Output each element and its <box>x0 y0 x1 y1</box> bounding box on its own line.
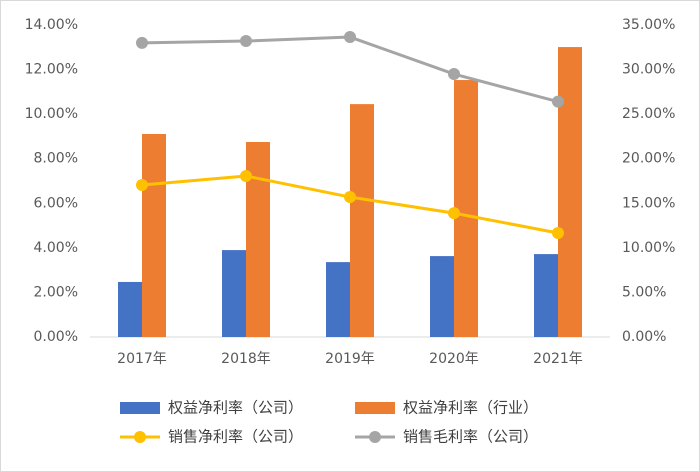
legend-swatch <box>120 402 160 414</box>
point <box>448 68 460 81</box>
y-tick-label: 2.00% <box>34 284 78 300</box>
y2-tick-label: 5.00% <box>622 284 666 300</box>
legend-swatch <box>369 431 381 443</box>
legend-label: 权益净利率（行业） <box>403 399 538 417</box>
x-tick-label: 2018年 <box>221 351 271 367</box>
y-tick-label: 14.00% <box>25 17 78 33</box>
legend-label: 权益净利率（公司） <box>168 399 303 417</box>
point <box>240 170 252 183</box>
x-tick-label: 2021年 <box>533 351 583 367</box>
point <box>552 95 564 108</box>
bar <box>430 256 454 337</box>
y2-tick-label: 35.00% <box>622 17 675 33</box>
y-tick-label: 8.00% <box>34 151 78 167</box>
y-tick-label: 4.00% <box>34 240 78 256</box>
bar <box>350 104 374 337</box>
y2-tick-label: 30.00% <box>622 62 675 78</box>
legend-swatch <box>355 402 395 414</box>
legend: 权益净利率（公司） 权益净利率（行业） 销售净利率（公司） 销售毛利率（公司） <box>120 399 538 446</box>
point <box>136 179 148 192</box>
y-tick-label: 0.00% <box>34 329 78 345</box>
legend-label: 销售净利率（公司） <box>168 428 303 446</box>
bar <box>142 133 166 337</box>
legend-label: 销售毛利率（公司） <box>403 428 538 446</box>
y2-tick-label: 20.00% <box>622 151 675 167</box>
bar <box>326 262 350 337</box>
y-tick-label: 6.00% <box>34 195 78 211</box>
point <box>136 36 148 49</box>
x-tick-label: 2017年 <box>117 351 167 367</box>
y2-tick-label: 25.00% <box>622 106 675 122</box>
y2-tick-label: 0.00% <box>622 329 666 345</box>
x-tick-label: 2020年 <box>429 351 479 367</box>
legend-swatch <box>134 431 146 443</box>
point <box>344 191 356 204</box>
y-tick-label: 12.00% <box>25 62 78 78</box>
point <box>344 31 356 44</box>
bar <box>118 281 142 337</box>
x-tick-label: 2019年 <box>325 351 375 367</box>
y-tick-label: 10.00% <box>25 106 78 122</box>
point <box>240 35 252 48</box>
y2-tick-label: 15.00% <box>622 195 675 211</box>
bar <box>222 250 246 337</box>
y2-tick-label: 10.00% <box>622 240 675 256</box>
bar <box>558 47 582 337</box>
point <box>448 207 460 220</box>
bar <box>454 80 478 337</box>
point <box>552 226 564 239</box>
bar <box>534 254 558 337</box>
